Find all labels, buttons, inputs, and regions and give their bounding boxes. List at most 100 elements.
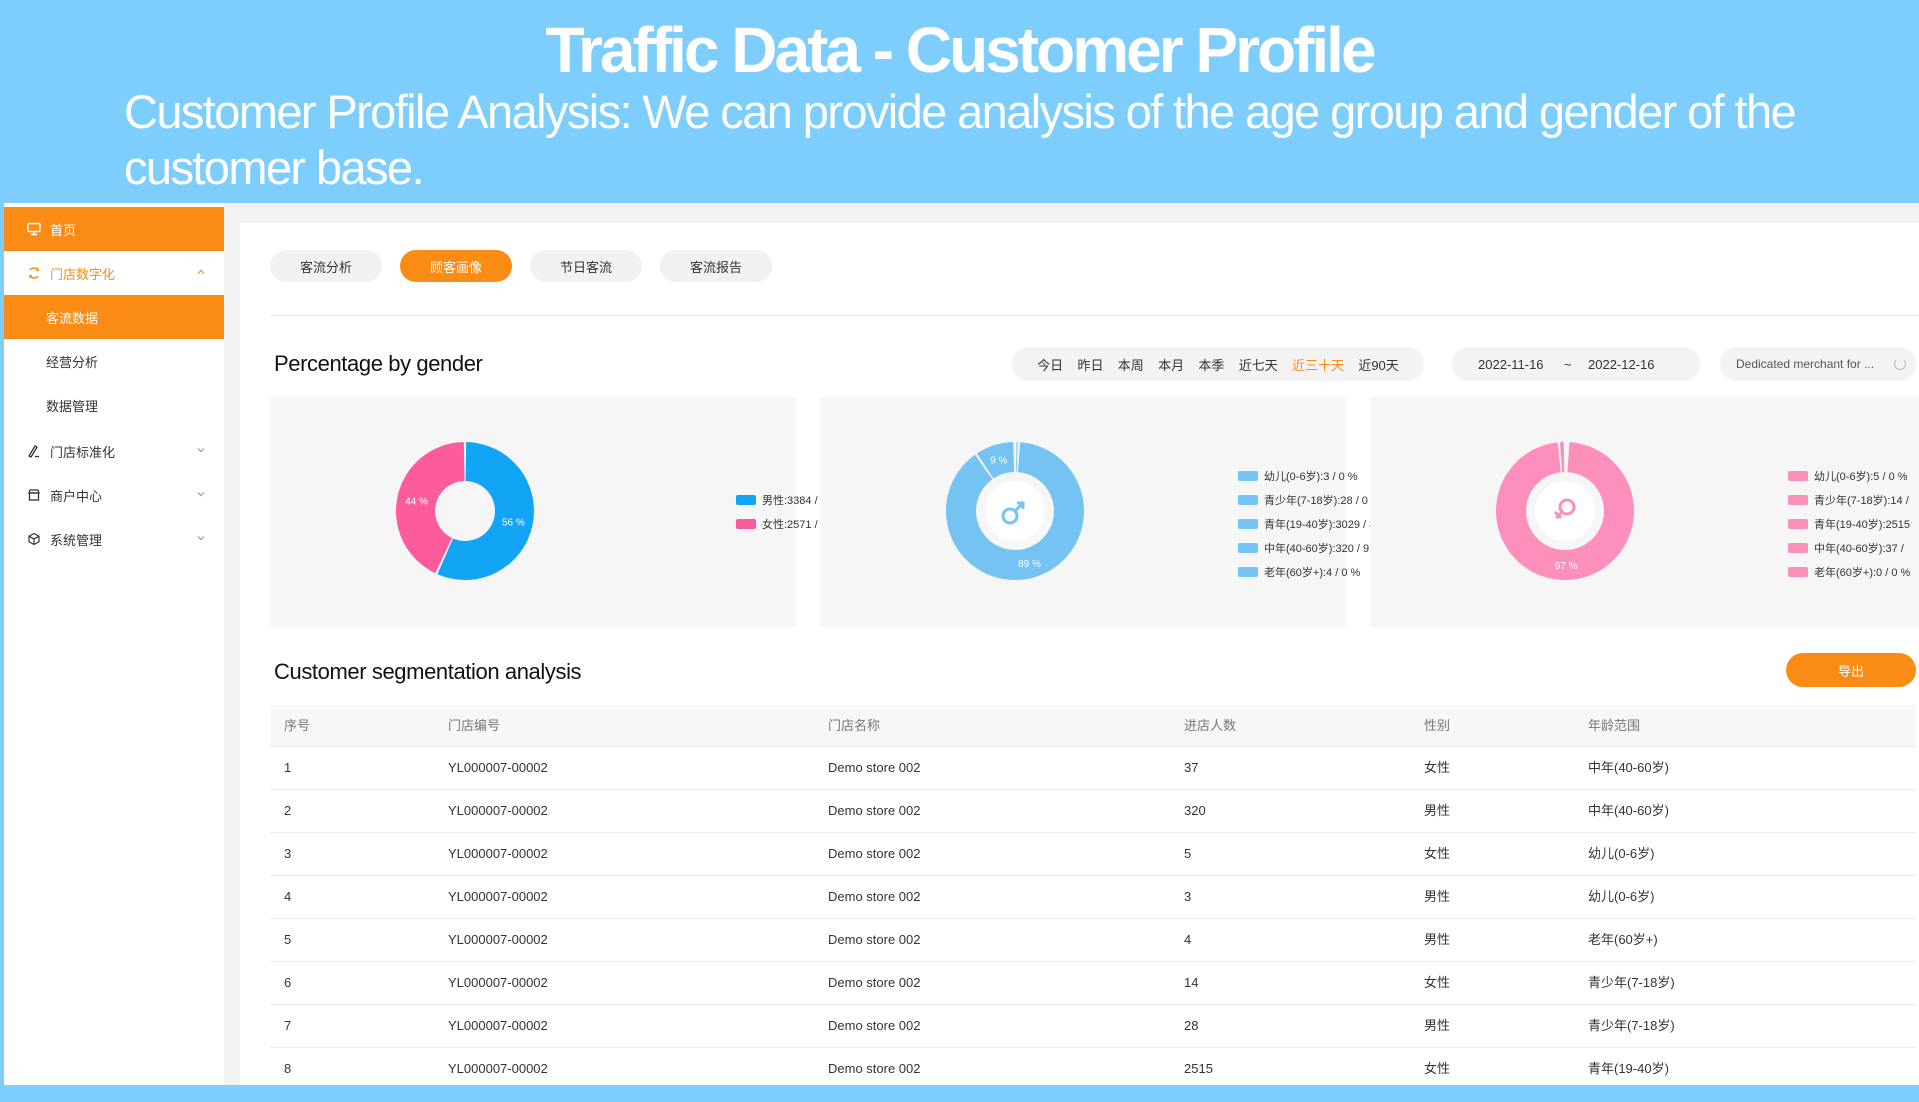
sidebar-item-merchant-center[interactable]: 商户中心 bbox=[4, 473, 224, 517]
range-last-90-days[interactable]: 近90天 bbox=[1358, 357, 1399, 373]
sidebar: 首页 门店数字化 客流数据 经营分析 数据管理 门店标准化 bbox=[4, 203, 224, 1085]
chevron-down-icon bbox=[194, 487, 208, 501]
legend-swatch bbox=[1238, 519, 1258, 529]
sidebar-subitem-data-management[interactable]: 数据管理 bbox=[4, 383, 224, 427]
monitor-icon bbox=[26, 221, 42, 237]
tab-traffic-report[interactable]: 客流报告 bbox=[660, 250, 772, 282]
cell-store-code: YL000007-00002 bbox=[448, 1018, 548, 1033]
legend-swatch bbox=[736, 495, 756, 505]
cell-store-name: Demo store 002 bbox=[828, 803, 921, 818]
cell-gender: 女性 bbox=[1424, 1061, 1451, 1076]
tab-customer-profile[interactable]: 顾客画像 bbox=[400, 250, 512, 282]
legend-item[interactable]: 中年(40-60岁):37 / bbox=[1788, 541, 1904, 555]
cell-age-range: 青年(19-40岁) bbox=[1588, 1061, 1669, 1076]
youth-slice[interactable] bbox=[1496, 442, 1634, 580]
cell-index: 3 bbox=[284, 846, 292, 861]
slice-label: 9 % bbox=[990, 455, 1007, 466]
table-header: 序号 门店编号 门店名称 进店人数 性别 年龄范围 bbox=[270, 705, 1916, 747]
sidebar-subitem-label: 经营分析 bbox=[46, 354, 99, 370]
cell-store-code: YL000007-00002 bbox=[448, 803, 548, 818]
range-this-week[interactable]: 本周 bbox=[1117, 357, 1144, 373]
legend-swatch bbox=[1238, 495, 1258, 505]
female-age-chart-panel: 97 % 幼儿(0-6岁):5 / 0 % 青少年(7-18岁):14 / 青年(1… bbox=[1370, 397, 1919, 627]
legend-item[interactable]: 老年(60岁+):4 / 0 % bbox=[1238, 565, 1360, 579]
header-store-code: 门店编号 bbox=[448, 718, 501, 733]
sidebar-item-label: 商户中心 bbox=[50, 488, 103, 504]
cell-visitors: 37 bbox=[1184, 760, 1199, 775]
cell-index: 7 bbox=[284, 1018, 292, 1033]
cell-visitors: 3 bbox=[1184, 889, 1192, 904]
cell-store-code: YL000007-00002 bbox=[448, 1061, 548, 1076]
sidebar-item-store-digital[interactable]: 门店数字化 bbox=[4, 251, 224, 295]
youth-slice[interactable] bbox=[946, 442, 1084, 580]
divider bbox=[270, 315, 1919, 316]
cell-store-code: YL000007-00002 bbox=[448, 889, 548, 904]
table-row: 8 YL000007-00002 Demo store 002 2515 女性 青年(19… bbox=[270, 1048, 1916, 1085]
gender-donut-chart: 56 % 44 % bbox=[395, 442, 534, 580]
legend-swatch bbox=[1238, 471, 1258, 481]
date-from: 2022-11-16 bbox=[1478, 357, 1544, 372]
tab-holiday-traffic[interactable]: 节日客流 bbox=[530, 250, 642, 282]
table-row: 5 YL000007-00002 Demo store 002 4 男性 老年(60岁+) bbox=[270, 919, 1916, 962]
legend-item[interactable]: 幼儿(0-6岁):3 / 0 % bbox=[1238, 469, 1358, 483]
range-today[interactable]: 今日 bbox=[1037, 357, 1064, 373]
banner: Traffic Data - Customer Profile Customer… bbox=[0, 0, 1919, 202]
recycle-icon bbox=[26, 265, 42, 281]
cell-gender: 女性 bbox=[1424, 846, 1451, 861]
header-gender: 性别 bbox=[1424, 718, 1451, 733]
legend-item[interactable]: 幼儿(0-6岁):5 / 0 % bbox=[1788, 469, 1908, 483]
sidebar-item-system-management[interactable]: 系统管理 bbox=[4, 517, 224, 561]
middle-age-slice[interactable] bbox=[976, 442, 1015, 479]
range-last-7-days[interactable]: 近七天 bbox=[1238, 357, 1278, 373]
cell-age-range: 中年(40-60岁) bbox=[1588, 760, 1669, 775]
chevron-down-icon bbox=[194, 443, 208, 457]
tab-traffic-analysis[interactable]: 客流分析 bbox=[270, 250, 382, 282]
legend-swatch bbox=[1788, 519, 1808, 529]
sidebar-item-store-standard[interactable]: 门店标准化 bbox=[4, 429, 224, 473]
cell-store-name: Demo store 002 bbox=[828, 1061, 921, 1076]
sidebar-item-label: 首页 bbox=[50, 222, 77, 238]
legend-label: 青少年(7-18岁):14 / bbox=[1814, 495, 1909, 507]
cell-visitors: 4 bbox=[1184, 932, 1192, 947]
banner-title: Traffic Data - Customer Profile bbox=[545, 14, 1376, 86]
sidebar-subitem-label: 客流数据 bbox=[46, 310, 99, 326]
cell-store-name: Demo store 002 bbox=[828, 932, 921, 947]
range-this-month[interactable]: 本月 bbox=[1158, 357, 1185, 373]
date-to: 2022-12-16 bbox=[1588, 357, 1655, 372]
cell-gender: 女性 bbox=[1424, 760, 1451, 775]
male-slice[interactable] bbox=[437, 442, 534, 580]
sidebar-subitem-traffic-data[interactable]: 客流数据 bbox=[4, 295, 224, 339]
legend-item[interactable]: 青年(19-40岁):3029 / 89 % bbox=[1238, 517, 1394, 531]
legend-item[interactable]: 老年(60岁+):0 / 0 % bbox=[1788, 565, 1910, 579]
legend-item[interactable]: 青少年(7-18岁):28 / 0 % bbox=[1238, 493, 1381, 507]
legend-item[interactable]: 青年(19-40岁):2515 bbox=[1788, 517, 1910, 531]
range-last-30-days[interactable]: 近三十天 bbox=[1292, 357, 1345, 373]
merchant-select[interactable]: Dedicated merchant for ... bbox=[1720, 347, 1916, 381]
legend-label: 老年(60岁+):0 / 0 % bbox=[1814, 567, 1911, 579]
cell-store-code: YL000007-00002 bbox=[448, 760, 548, 775]
cell-store-code: YL000007-00002 bbox=[448, 932, 548, 947]
cell-store-name: Demo store 002 bbox=[828, 1018, 921, 1033]
range-this-quarter[interactable]: 本季 bbox=[1198, 357, 1225, 373]
date-separator: ~ bbox=[1564, 357, 1572, 372]
date-range-picker[interactable]: 2022-11-16 ~ 2022-12-16 bbox=[1452, 347, 1700, 381]
gender-chart-panel: 56 % 44 % 男性:3384 / 56 % 女性:2571 / 44 % bbox=[270, 397, 846, 627]
sidebar-subitem-business-analysis[interactable]: 经营分析 bbox=[4, 339, 224, 383]
legend-item[interactable]: 中年(40-60岁):320 / 9 % bbox=[1238, 541, 1382, 555]
female-slice[interactable] bbox=[395, 442, 465, 574]
export-button[interactable]: 导出 bbox=[1786, 653, 1916, 687]
sidebar-item-label: 门店数字化 bbox=[50, 266, 116, 282]
cell-index: 6 bbox=[284, 975, 292, 990]
table-row: 6 YL000007-00002 Demo store 002 14 女性 青少年(7-1… bbox=[270, 962, 1916, 1005]
middle-age-slice[interactable] bbox=[1559, 442, 1565, 473]
cell-index: 5 bbox=[284, 932, 292, 947]
sidebar-item-home[interactable]: 首页 bbox=[4, 207, 224, 251]
range-yesterday[interactable]: 昨日 bbox=[1077, 357, 1104, 373]
cell-age-range: 幼儿(0-6岁) bbox=[1588, 889, 1655, 904]
legend-item[interactable]: 青少年(7-18岁):14 / bbox=[1788, 493, 1909, 507]
table-row: 7 YL000007-00002 Demo store 002 28 男性 青少年(7-1… bbox=[270, 1005, 1916, 1048]
teen-slice[interactable] bbox=[1015, 442, 1018, 473]
cell-index: 8 bbox=[284, 1061, 292, 1076]
cell-gender: 男性 bbox=[1424, 932, 1451, 947]
chevron-down-icon bbox=[194, 531, 208, 545]
